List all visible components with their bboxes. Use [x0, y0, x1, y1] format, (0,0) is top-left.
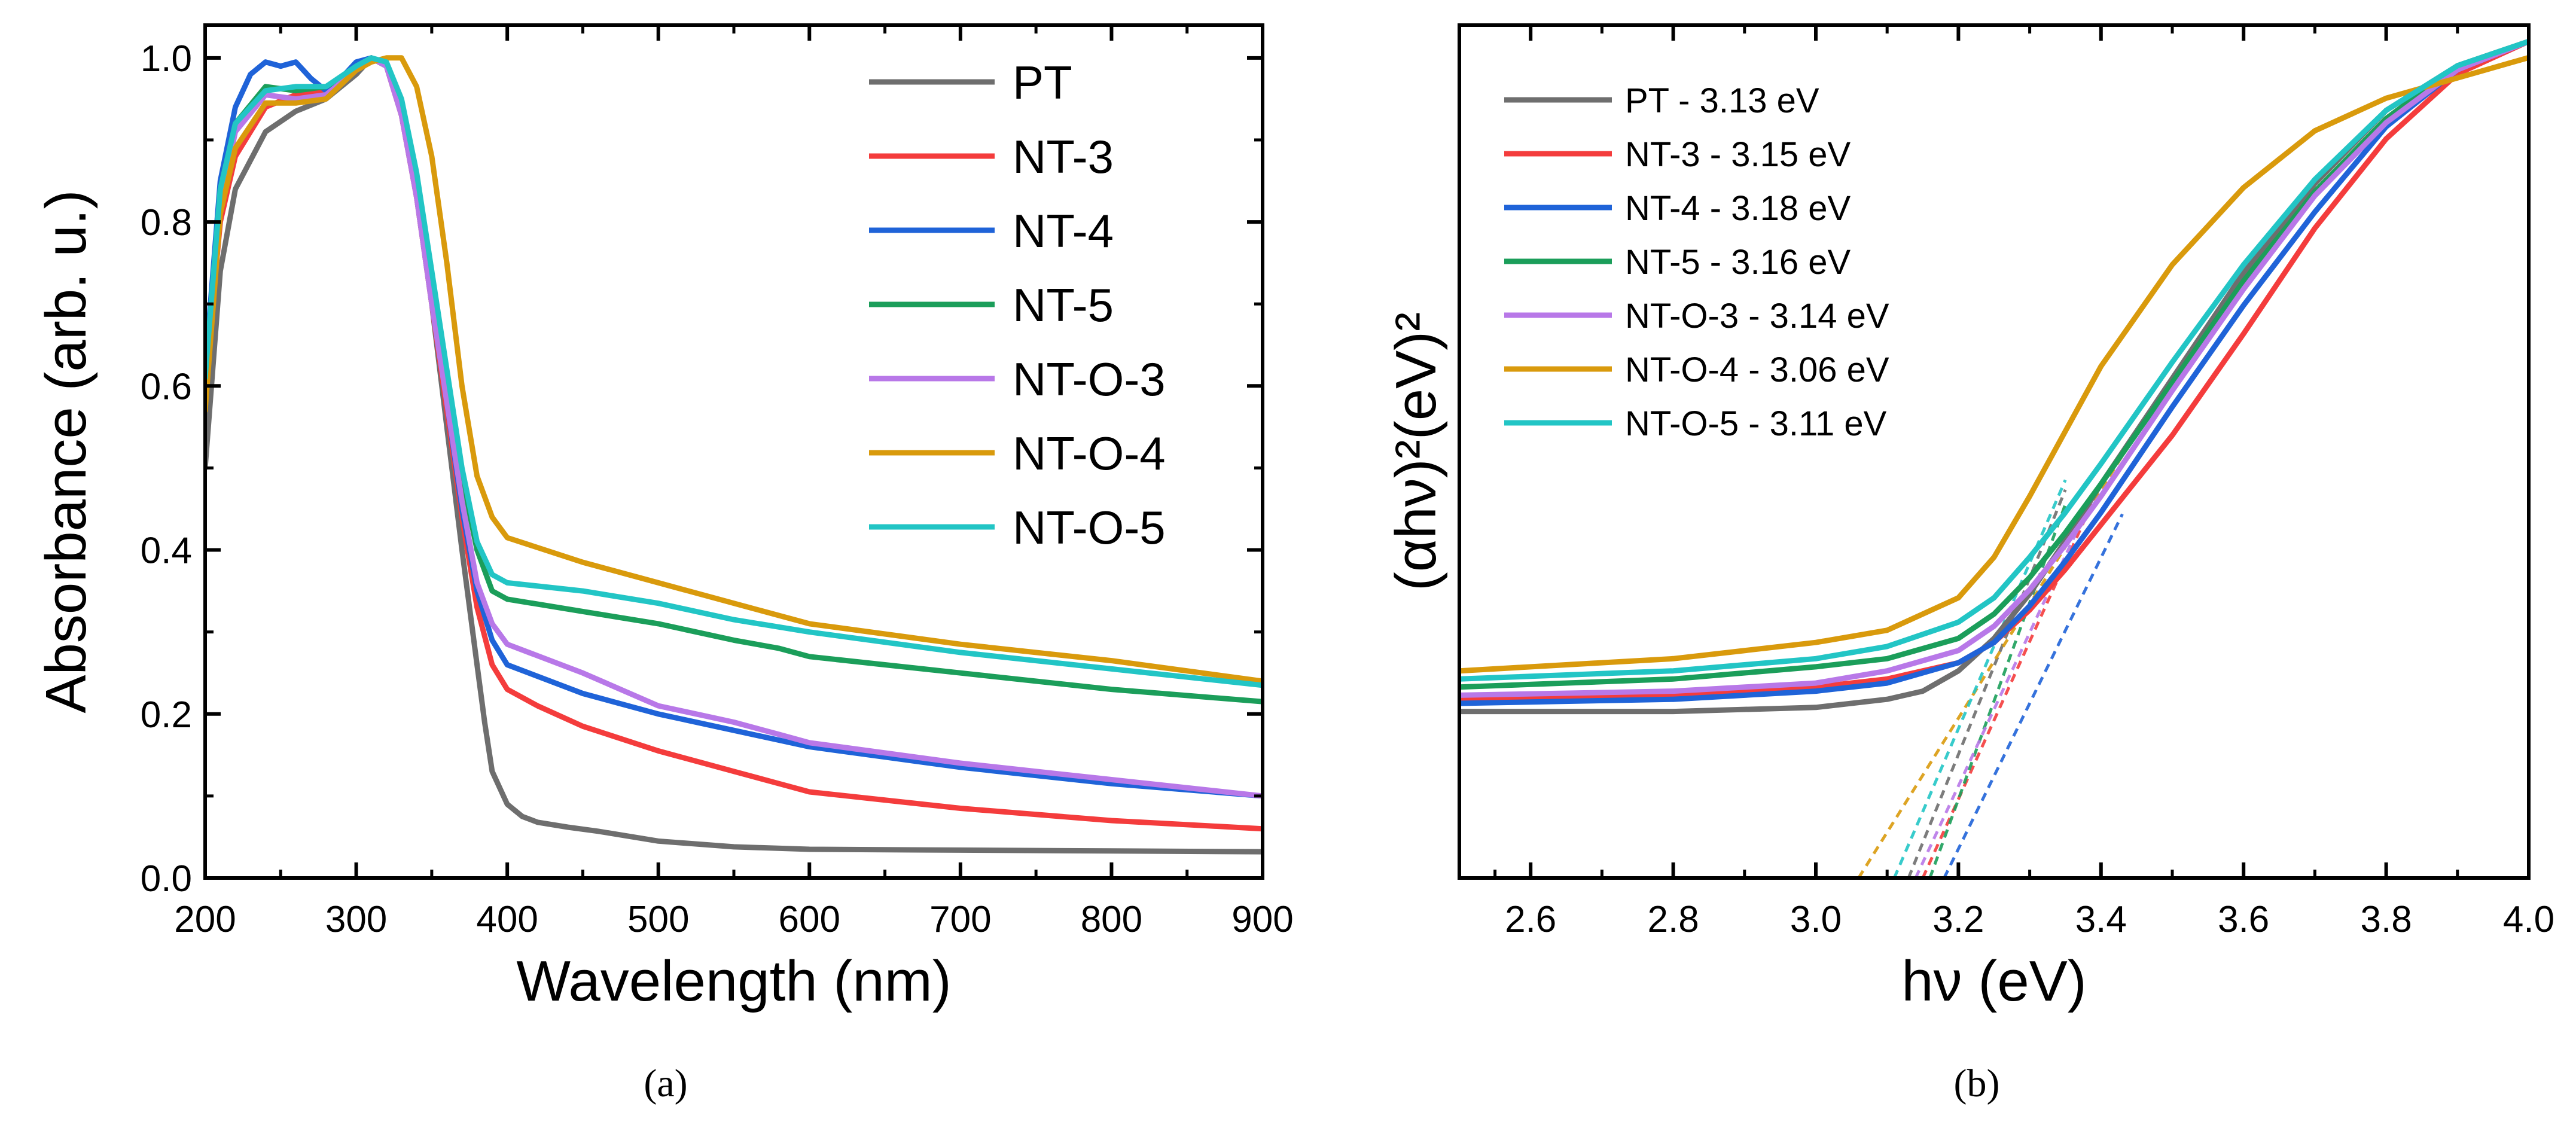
x-tick-label: 4.0	[2503, 899, 2554, 940]
legend-label-pt: PT	[1013, 56, 1072, 109]
legend-label-nt-3: NT-3	[1013, 130, 1114, 183]
legend: PT - 3.13 eV NT-3 - 3.15 eV NT-4 - 3.18 eV…	[1504, 81, 1889, 443]
tauc-fit-line-pt-3-13-ev	[1907, 489, 2067, 878]
series-line-pt	[205, 55, 1263, 855]
series-line-nt-o-3	[205, 55, 1263, 799]
series-line-nt-4-3-18-ev	[1459, 38, 2529, 706]
legend-label-pt-3-13-ev: PT - 3.13 eV	[1625, 81, 1819, 120]
legend-label-nt-o-3-3-14-ev: NT-O-3 - 3.14 eV	[1625, 297, 1889, 336]
series-line-nt-o-3-3-14-ev	[1459, 38, 2529, 698]
tauc-fit-line-nt-o-5-3-11-ev	[1892, 479, 2067, 878]
y-tick-label: 0.6	[141, 366, 192, 407]
legend-label-nt-o-5: NT-O-5	[1013, 501, 1166, 554]
series-line-nt-o-5	[205, 55, 1263, 688]
chart-panel-a: 200 300 400 500 600 700 800 900 0.0 0.2 0.4 0.6 0.8 1…	[34, 23, 1294, 1105]
x-tick-label: 2.6	[1505, 899, 1556, 940]
series-line-nt-o-5-3-11-ev	[1459, 38, 2529, 682]
panel-caption: (a)	[644, 1062, 687, 1105]
series-lines	[1459, 38, 2529, 715]
legend-label-nt-o-3: NT-O-3	[1013, 353, 1166, 406]
x-tick-label: 3.2	[1932, 899, 1984, 940]
x-tick-label: 3.6	[2218, 899, 2269, 940]
x-tick-label: 400	[476, 899, 538, 940]
legend: PT NT-3 NT-4 NT-5 NT-O-3 NT-O-4 NT-O-5	[869, 56, 1166, 554]
legend-label-nt-o-4-3-06-ev: NT-O-4 - 3.06 eV	[1625, 350, 1889, 389]
series-lines	[205, 55, 1263, 855]
series-line-nt-o-4	[205, 55, 1263, 684]
x-tick-label: 3.0	[1790, 899, 1842, 940]
x-tick-label: 300	[325, 899, 387, 940]
x-tick-label: 600	[779, 899, 840, 940]
y-tick-label: 0.0	[141, 858, 192, 900]
y-tick-label: 0.4	[141, 531, 192, 572]
tauc-fit-line-nt-o-3-3-14-ev	[1914, 493, 2096, 878]
chart-panel-b: 2.6 2.8 3.0 3.2 3.4 3.6 3.8 4.0 hν (eV) (αhν)²(eV…	[1384, 23, 2554, 1105]
x-tick-label: 3.8	[2360, 899, 2412, 940]
x-tick-label: 2.8	[1647, 899, 1699, 940]
y-tick-label: 1.0	[141, 38, 192, 80]
legend-label-nt-4: NT-4	[1013, 205, 1114, 257]
x-tick-label: 200	[174, 899, 236, 940]
tauc-fit-line-nt-4-3-18-ev	[1943, 513, 2124, 878]
y-tick-label: 0.8	[141, 202, 192, 243]
series-line-nt-5-3-16-ev	[1459, 38, 2529, 690]
series-line-nt-3-3-15-ev	[1459, 38, 2529, 702]
tauc-fit-line-nt-5-3-16-ev	[1928, 504, 2067, 878]
legend-label-nt-5-3-16-ev: NT-5 - 3.16 eV	[1625, 243, 1851, 282]
x-tick-label: 500	[627, 899, 689, 940]
tauc-fit-line-nt-o-4-3-06-ev	[1857, 455, 2124, 878]
legend-label-nt-4-3-18-ev: NT-4 - 3.18 eV	[1625, 189, 1851, 228]
legend-label-nt-o-5-3-11-ev: NT-O-5 - 3.11 eV	[1625, 404, 1887, 443]
legend-label-nt-5: NT-5	[1013, 279, 1114, 331]
legend-label-nt-o-4: NT-O-4	[1013, 427, 1166, 480]
legend-label-nt-3-3-15-ev: NT-3 - 3.15 eV	[1625, 135, 1851, 174]
x-tick-label: 700	[929, 899, 991, 940]
x-tick-label: 3.4	[2075, 899, 2127, 940]
x-axis-label: Wavelength (nm)	[516, 949, 951, 1013]
x-axis-label: hν (eV)	[1901, 949, 2086, 1013]
series-line-nt-o-4-3-06-ev	[1459, 54, 2529, 674]
y-axis-label: (αhν)²(eV)²	[1384, 312, 1448, 591]
panel-caption: (b)	[1954, 1062, 2000, 1105]
y-axis-label: Absorbance (arb. u.)	[34, 190, 98, 713]
y-tick-label: 0.2	[141, 694, 192, 736]
plot-frame	[1458, 23, 2531, 880]
x-tick-label: 800	[1081, 899, 1142, 940]
x-tick-label: 900	[1231, 899, 1293, 940]
